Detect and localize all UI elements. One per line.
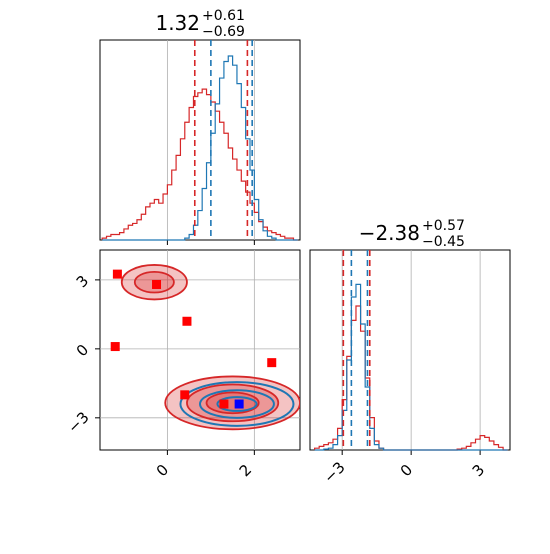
red-square-marker (110, 342, 120, 352)
scatter-x-tick-label: 0 (153, 461, 172, 480)
blue-contour (179, 381, 295, 427)
histogram-panel-2 (309, 249, 511, 455)
blue-contour (199, 389, 275, 419)
hist2-x-ticks: −3 0 3 (320, 458, 488, 486)
title-param-0-plus: +0.61 (202, 8, 245, 24)
title-param-1: −2.38 +0.57 −0.45 (359, 218, 465, 250)
red-square-marker (182, 316, 192, 326)
title-param-0-minus: −0.69 (202, 24, 245, 40)
title-param-0: 1.32 +0.61 −0.69 (155, 8, 244, 40)
blue-square-marker (234, 399, 244, 409)
histogram-panel-1 (99, 39, 301, 245)
title-param-0-median: 1.32 (155, 11, 200, 35)
scatter-y-ticks: 3 0 −3 (64, 272, 92, 437)
red-square-marker (219, 399, 229, 409)
red-square-marker (180, 390, 190, 400)
contour-panel (95, 249, 301, 455)
scatter-x-tick-label: 2 (236, 461, 255, 480)
histogram-blue-series (314, 283, 508, 451)
contour-panel-frame (99, 249, 301, 451)
histogram-panel-1-frame (99, 39, 301, 241)
histogram-red-series (101, 88, 298, 241)
red-square-marker (152, 279, 162, 289)
hist2-x-tick-label: 3 (469, 461, 488, 480)
red-square-marker (112, 269, 122, 279)
histogram-blue-series (102, 55, 298, 241)
red-square-marker (267, 358, 277, 368)
title-param-1-plus: +0.57 (422, 218, 465, 234)
scatter-x-ticks: 0 2 (153, 461, 255, 480)
title-param-1-minus: −0.45 (422, 234, 465, 250)
hist2-x-tick-label: 0 (397, 461, 416, 480)
blue-contour (216, 396, 258, 412)
contour-layer (110, 264, 300, 431)
title-param-1-median: −2.38 (359, 221, 420, 245)
hist2-x-tick-label: −3 (320, 458, 348, 486)
scatter-y-tick-label: −3 (64, 408, 92, 436)
scatter-y-tick-label: 0 (73, 341, 92, 360)
scatter-y-tick-label: 3 (73, 272, 92, 291)
